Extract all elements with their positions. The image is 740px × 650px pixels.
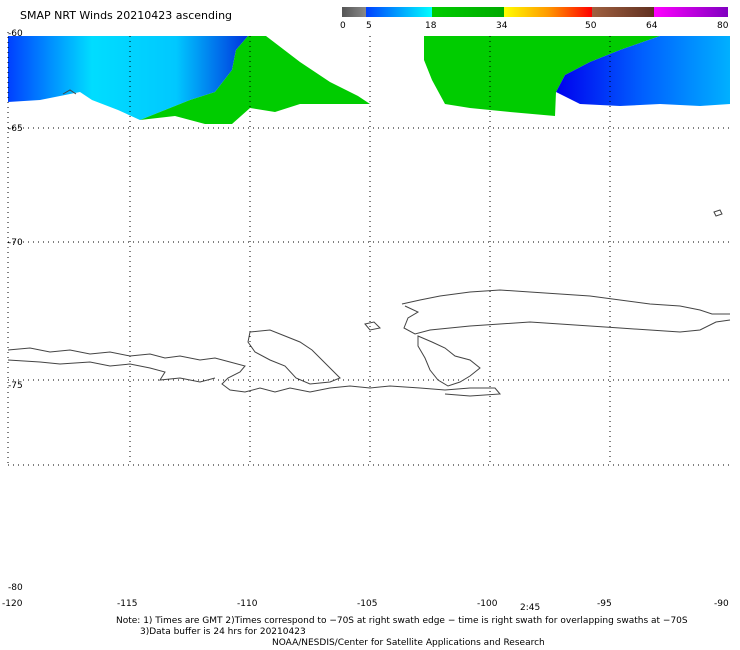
legend-segment-50-64 (592, 7, 654, 17)
legend-tick: 34 (496, 21, 508, 31)
swath-time-label: 2:45 (520, 603, 540, 613)
legend-segment-34-50 (504, 7, 592, 17)
legend-tick: 80 (717, 21, 729, 31)
legend-segment-18-34 (432, 7, 504, 17)
lon-label: -105 (357, 599, 377, 609)
lat-label: -60 (8, 29, 23, 39)
lat-label: -80 (8, 583, 23, 593)
lat-label: -75 (8, 381, 23, 391)
lon-label: -120 (2, 599, 23, 609)
lat-label: -70 (8, 238, 23, 248)
coastline (7, 89, 731, 397)
legend-tick: 0 (340, 21, 346, 31)
wind-swath-right-green (424, 36, 660, 116)
lon-label: -100 (477, 599, 498, 609)
map-title: SMAP NRT Winds 20210423 ascending (20, 9, 233, 22)
lon-label: -115 (117, 599, 137, 609)
legend-tick: 50 (585, 21, 597, 31)
wind-speed-legend (342, 7, 728, 17)
note-line-3: NOAA/NESDIS/Center for Satellite Applica… (272, 638, 545, 648)
lon-label: -95 (597, 599, 612, 609)
legend-tick: 5 (366, 21, 372, 31)
wind-swath-left-green (140, 36, 370, 124)
note-line-1: Note: 1) Times are GMT 2)Times correspon… (116, 616, 688, 626)
lat-label: -65 (8, 124, 23, 134)
lon-label: -90 (714, 599, 729, 609)
legend-tick: 64 (646, 21, 658, 31)
wind-swath-right-blue (556, 36, 730, 106)
lon-label: -110 (237, 599, 258, 609)
legend-segment-5-18 (366, 7, 432, 17)
legend-segment-0-5 (342, 7, 366, 17)
legend-segment-64-80 (654, 7, 728, 17)
legend-tick: 18 (425, 21, 437, 31)
graticule (8, 36, 730, 465)
note-line-2: 3)Data buffer is 24 hrs for 20210423 (140, 627, 306, 637)
wind-swath-left-blue (8, 36, 248, 120)
